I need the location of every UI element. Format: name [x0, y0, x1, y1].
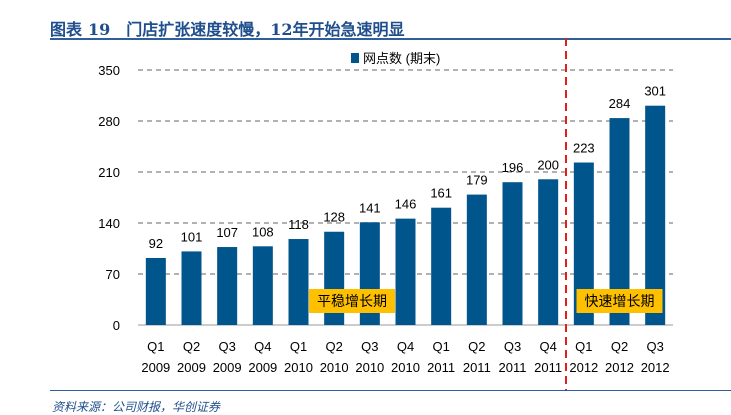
data-label: 118 [288, 217, 309, 232]
data-label: 161 [430, 186, 452, 201]
figure-label: 图表 [50, 20, 83, 39]
x-tick-year: 2011 [427, 360, 455, 375]
data-label: 101 [181, 229, 203, 244]
bar [645, 105, 666, 325]
x-tick-year: 2009 [141, 360, 170, 375]
y-tick-label: 140 [98, 216, 120, 231]
y-tick-label: 210 [98, 165, 120, 180]
data-label: 179 [466, 173, 488, 188]
x-tick-year: 2009 [213, 360, 242, 375]
y-tick-label: 350 [98, 63, 120, 78]
figure-title: 图表 19 门店扩张速度较慢，12年开始急速明显 [50, 16, 405, 40]
x-tick-year: 2010 [391, 360, 420, 375]
bar [502, 182, 523, 325]
data-label: 196 [502, 160, 524, 175]
bar [145, 257, 166, 325]
data-label: 107 [216, 225, 238, 240]
legend-label: 网点数 (期末) [363, 51, 440, 66]
x-tick-quarter: Q1 [290, 339, 307, 354]
x-tick-year: 2011 [534, 360, 562, 375]
legend-swatch [351, 53, 359, 63]
x-tick-quarter: Q2 [611, 339, 628, 354]
x-tick-quarter: Q2 [183, 339, 200, 354]
x-tick-quarter: Q4 [397, 339, 414, 354]
x-tick-quarter: Q2 [468, 339, 485, 354]
x-tick-year: 2011 [463, 360, 491, 375]
bar [609, 118, 630, 325]
x-tick-quarter: Q1 [147, 339, 164, 354]
bar [431, 207, 452, 325]
source-note: 资料来源：公司财报，华创证券 [52, 400, 221, 414]
data-label: 108 [252, 224, 274, 239]
x-tick-quarter: Q4 [539, 339, 556, 354]
data-label: 284 [609, 96, 631, 111]
bar [466, 194, 487, 325]
x-tick-quarter: Q1 [575, 339, 592, 354]
y-tick-label: 70 [106, 267, 120, 282]
y-tick-label: 280 [98, 114, 120, 129]
x-tick-quarter: Q3 [504, 339, 521, 354]
x-tick-year: 2010 [284, 360, 313, 375]
figure-number: 19 [88, 20, 111, 39]
x-tick-year: 2012 [605, 360, 634, 375]
bar [252, 246, 273, 325]
data-label: 146 [395, 197, 417, 212]
bar [573, 162, 594, 325]
footer-rule [50, 390, 731, 391]
x-tick-quarter: Q3 [646, 339, 663, 354]
period-annotation-label: 快速增长期 [585, 293, 655, 309]
data-label: 128 [323, 210, 345, 225]
x-tick-year: 2011 [499, 360, 527, 375]
x-tick-year: 2010 [320, 360, 349, 375]
y-tick-label: 0 [113, 318, 120, 333]
bar [395, 218, 416, 325]
figure-title-text: 门店扩张速度较慢，12年开始急速明显 [126, 20, 405, 39]
x-tick-year: 2010 [355, 360, 384, 375]
data-label: 141 [359, 200, 381, 215]
x-tick-year: 2009 [177, 360, 206, 375]
x-tick-quarter: Q1 [432, 339, 449, 354]
period-annotation-box [576, 289, 663, 313]
x-tick-quarter: Q3 [218, 339, 235, 354]
bar [288, 239, 309, 325]
data-label: 223 [573, 141, 595, 156]
period-annotation-label: 平稳增长期 [317, 293, 387, 309]
x-tick-quarter: Q3 [361, 339, 378, 354]
bar [217, 247, 238, 325]
title-rule [50, 38, 731, 40]
x-tick-year: 2009 [248, 360, 277, 375]
x-tick-year: 2012 [641, 360, 670, 375]
x-tick-year: 2012 [569, 360, 598, 375]
bar [538, 179, 559, 325]
period-annotation-box [309, 289, 395, 313]
data-label: 301 [644, 84, 666, 99]
bar [181, 251, 202, 325]
x-tick-quarter: Q4 [254, 339, 271, 354]
data-label: 92 [149, 236, 163, 251]
data-label: 200 [537, 157, 559, 172]
x-tick-quarter: Q2 [325, 339, 342, 354]
